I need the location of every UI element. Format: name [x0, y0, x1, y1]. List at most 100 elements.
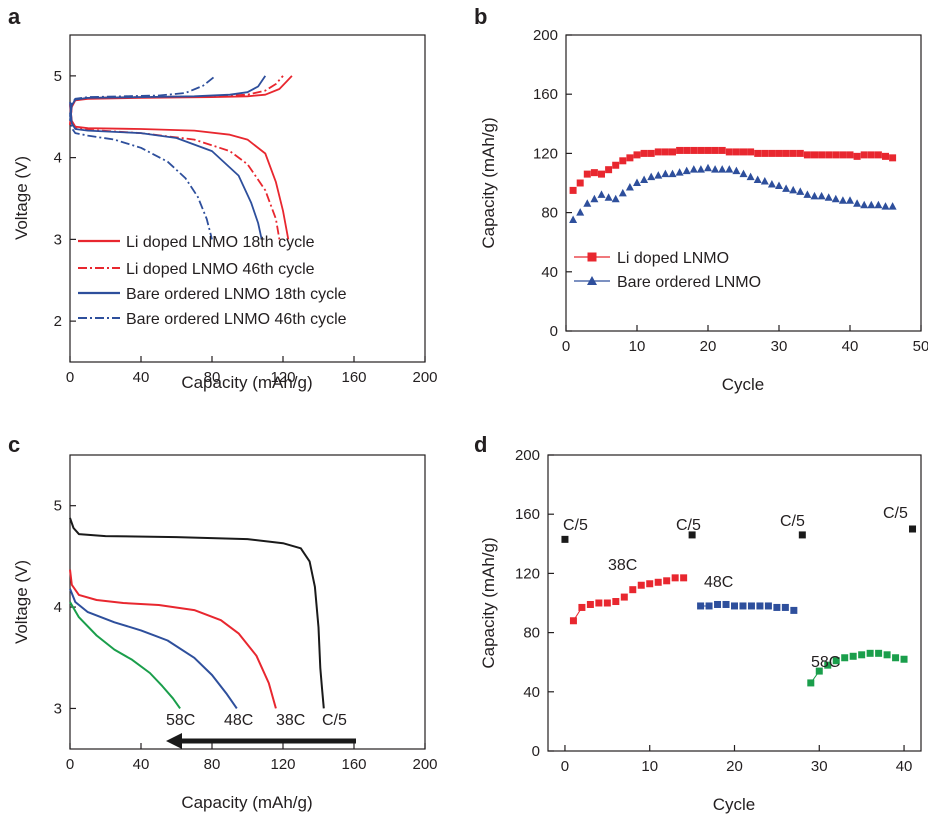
point-b-bare — [640, 175, 649, 184]
point-d-58C — [900, 655, 908, 663]
axes-a: 0 40 80 120 160 200 2 3 4 5 — [54, 68, 438, 386]
panel-label-d: d — [474, 432, 487, 457]
x-tick-label-b: 0 — [562, 338, 570, 355]
point-d-38C — [586, 600, 594, 608]
legend-text-bare: Bare ordered LNMO — [617, 274, 761, 291]
point-b-bare — [689, 165, 698, 173]
point-d-48C — [747, 602, 755, 610]
point-b-bare — [583, 199, 592, 207]
annotation-d-c5-4: C/5 — [883, 505, 908, 522]
x-tick-label-c: 0 — [66, 756, 74, 773]
point-d-38C — [603, 599, 611, 607]
point-b-li-doped — [718, 146, 726, 154]
point-b-li-doped — [796, 149, 804, 157]
x-tick-label-b: 10 — [629, 338, 646, 355]
point-b-li-doped — [590, 169, 598, 177]
x-tick-label-b: 40 — [842, 338, 859, 355]
point-b-bare — [732, 166, 741, 175]
point-d-58C — [849, 652, 857, 660]
axes-c: 0 40 80 120 160 200 3 4 5 — [54, 498, 438, 773]
curve-a-2-discharge — [69, 101, 263, 240]
y-tick-label-d: 0 — [532, 743, 540, 760]
point-d-48C — [739, 602, 747, 610]
point-d-48C — [697, 602, 705, 610]
point-d-58C — [883, 651, 891, 659]
y-tick-label-b: 160 — [533, 86, 558, 103]
point-b-bare — [753, 175, 762, 184]
point-d-48C — [722, 600, 730, 608]
point-b-li-doped — [732, 148, 740, 156]
point-b-bare — [853, 199, 862, 207]
point-b-bare — [824, 193, 833, 201]
y-axis-label-d: Capacity (mAh/g) — [479, 537, 498, 668]
point-b-bare — [718, 165, 727, 173]
point-d-48C — [773, 603, 781, 611]
y-tick-label-d: 200 — [515, 447, 540, 464]
point-b-li-doped — [825, 151, 833, 159]
point-b-bare — [775, 181, 783, 189]
point-d-58C — [892, 654, 900, 662]
point-b-li-doped — [874, 151, 882, 159]
y-tick-label-a: 2 — [54, 313, 62, 330]
point-b-bare — [874, 200, 883, 209]
point-b-bare — [618, 188, 627, 197]
point-b-li-doped — [683, 146, 691, 154]
point-b-bare — [604, 193, 613, 201]
point-b-bare — [654, 171, 663, 179]
legend-text-li-46: Li doped LNMO 46th cycle — [126, 261, 315, 278]
point-b-li-doped — [569, 186, 577, 194]
annotation-d-38c: 38C — [608, 557, 637, 574]
curve-a-0-charge — [69, 75, 293, 125]
point-d-C-5 — [561, 535, 569, 543]
point-b-li-doped — [669, 148, 676, 156]
point-b-bare — [576, 208, 585, 216]
y-tick-label-c: 4 — [54, 599, 62, 616]
y-tick-label-a: 3 — [54, 231, 62, 248]
point-b-li-doped — [676, 146, 684, 154]
panel-label-c: c — [8, 432, 20, 457]
y-axis-label-c: Voltage (V) — [12, 560, 31, 644]
x-tick-label-a: 120 — [270, 369, 295, 386]
point-b-bare — [682, 166, 691, 175]
point-b-li-doped — [832, 151, 840, 159]
point-d-38C — [663, 577, 671, 585]
point-d-58C — [832, 657, 840, 665]
point-b-bare — [711, 165, 720, 173]
x-tick-label-c: 80 — [204, 756, 221, 773]
point-b-li-doped — [768, 149, 776, 157]
plot-area-a — [69, 34, 426, 363]
point-b-li-doped — [576, 179, 584, 187]
point-b-bare — [831, 194, 840, 203]
point-b-bare — [760, 177, 769, 185]
point-d-58C — [858, 651, 866, 659]
point-d-38C — [629, 586, 637, 594]
curve-c-58C — [69, 601, 181, 709]
point-d-58C — [824, 661, 832, 669]
point-d-48C — [764, 602, 772, 610]
x-tick-label-a: 200 — [412, 369, 437, 386]
point-b-bare — [625, 182, 634, 191]
point-b-bare — [846, 196, 854, 204]
y-tick-label-c: 5 — [54, 498, 62, 515]
point-b-li-doped — [605, 166, 613, 174]
x-tick-label-d: 30 — [811, 758, 828, 775]
rate-arrow — [166, 733, 356, 749]
point-b-li-doped — [647, 149, 655, 157]
point-d-C-5 — [688, 531, 696, 539]
point-b-bare — [746, 172, 755, 181]
point-b-li-doped — [818, 151, 826, 159]
point-b-bare — [881, 202, 890, 210]
axes-b: 0 10 20 30 40 50 0 40 80 120 160 200 — [533, 27, 928, 355]
point-d-48C — [756, 602, 764, 610]
point-d-38C — [620, 593, 628, 601]
point-b-li-doped — [853, 152, 861, 160]
point-b-li-doped — [619, 157, 627, 165]
y-tick-label-d: 160 — [515, 506, 540, 523]
point-b-bare — [796, 187, 805, 195]
annotation-d-48c: 48C — [704, 574, 733, 591]
curve-a-2-charge — [69, 75, 267, 121]
series-group-a — [69, 75, 293, 240]
point-b-li-doped — [583, 170, 591, 178]
axes-d: 0 10 20 30 40 0 40 80 120 160 200 — [515, 447, 912, 775]
plot-area-b — [565, 34, 922, 332]
